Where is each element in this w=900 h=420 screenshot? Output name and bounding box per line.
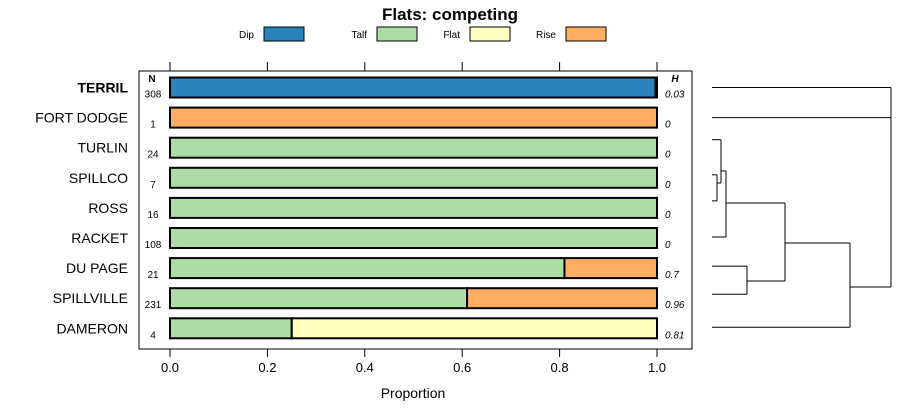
bar-segment-rise (169, 106, 658, 129)
bar-segment-rise (466, 287, 658, 310)
row-spillco: SPILLCO 7 0 (69, 166, 671, 191)
legend-swatch-dip (263, 26, 305, 42)
row-label: TERRIL (77, 80, 128, 96)
legend-swatch-rise (565, 26, 607, 42)
bar-segment-rise (563, 257, 658, 280)
row-label: RACKET (71, 230, 128, 246)
bar-segment-talf (169, 257, 566, 280)
row-n-value: 4 (150, 330, 156, 341)
legend-label-talf: Talf (351, 30, 367, 41)
row-n-value: 1 (150, 120, 156, 131)
row-racket: RACKET 108 0 (71, 227, 671, 251)
x-tick-label: 0.4 (356, 360, 374, 375)
row-n-value: 231 (145, 300, 162, 311)
row-terril: TERRIL 308 0.03 (77, 76, 685, 101)
x-axis-label: Proportion (381, 385, 446, 401)
x-tick-label: 0.8 (551, 360, 569, 375)
row-h-value: 0 (665, 150, 671, 161)
chart-title: Flats: competing (382, 5, 518, 24)
row-n-value: 24 (147, 150, 159, 161)
row-label: ROSS (88, 200, 128, 216)
n-header: N (148, 74, 155, 85)
row-h-value: 0 (665, 240, 671, 251)
legend-label-dip: Dip (239, 30, 254, 41)
row-label: TURLIN (77, 140, 128, 156)
legend-label-rise: Rise (536, 30, 556, 41)
row-ross: ROSS 16 0 (88, 196, 671, 221)
row-label: FORT DODGE (35, 110, 128, 126)
row-h-value: 0.03 (665, 90, 685, 101)
row-label: DAMERON (56, 320, 128, 336)
h-header: H (671, 74, 679, 85)
row-h-value: 0.96 (665, 300, 685, 311)
row-du-page: DU PAGE 21 0.7 (66, 257, 679, 281)
row-h-value: 0.81 (665, 330, 684, 341)
row-h-value: 0 (665, 120, 671, 131)
bar-segment-talf (169, 317, 293, 340)
legend-swatch-talf (376, 26, 418, 42)
row-n-value: 308 (145, 90, 162, 101)
row-n-value: 108 (145, 240, 162, 251)
row-h-value: 0 (665, 180, 671, 191)
bar-segment-talf (169, 287, 469, 310)
row-n-value: 21 (147, 270, 159, 281)
row-label: SPILLVILLE (53, 290, 128, 306)
bar-segment-talf (169, 166, 658, 189)
row-spillville: SPILLVILLE 231 0.96 (53, 287, 685, 311)
x-tick-label: 0.6 (453, 360, 471, 375)
dendrogram (712, 87, 892, 328)
x-tick-label: 0.0 (161, 360, 179, 375)
legend-label-flat: Flat (443, 30, 460, 41)
x-tick-label: 1.0 (648, 360, 666, 375)
legend: Dip Talf Flat Rise (239, 26, 607, 42)
x-tick-label: 0.2 (258, 360, 276, 375)
bar-segment-talf (169, 227, 658, 249)
legend-swatch-flat (469, 26, 511, 42)
bar-segment-talf (169, 136, 658, 159)
row-n-value: 16 (147, 210, 159, 221)
row-dameron: DAMERON 4 0.81 (56, 317, 684, 341)
row-h-value: 0.7 (665, 270, 679, 281)
row-h-value: 0 (665, 210, 671, 221)
row-label: DU PAGE (66, 260, 128, 276)
row-n-value: 7 (150, 180, 156, 191)
bar-segment-rise (654, 76, 659, 99)
bar-segment-flat (290, 317, 658, 340)
plot-panel (138, 70, 693, 350)
bar-segment-dip (169, 76, 657, 99)
top-axis (169, 62, 658, 71)
bar-segment-talf (169, 196, 658, 219)
row-turlin: TURLIN 24 0 (77, 136, 671, 161)
bottom-axis: 0.0 0.2 0.4 0.6 0.8 1.0 (161, 349, 666, 375)
row-fort-dodge: FORT DODGE 1 0 (35, 106, 671, 131)
row-label: SPILLCO (69, 170, 128, 186)
